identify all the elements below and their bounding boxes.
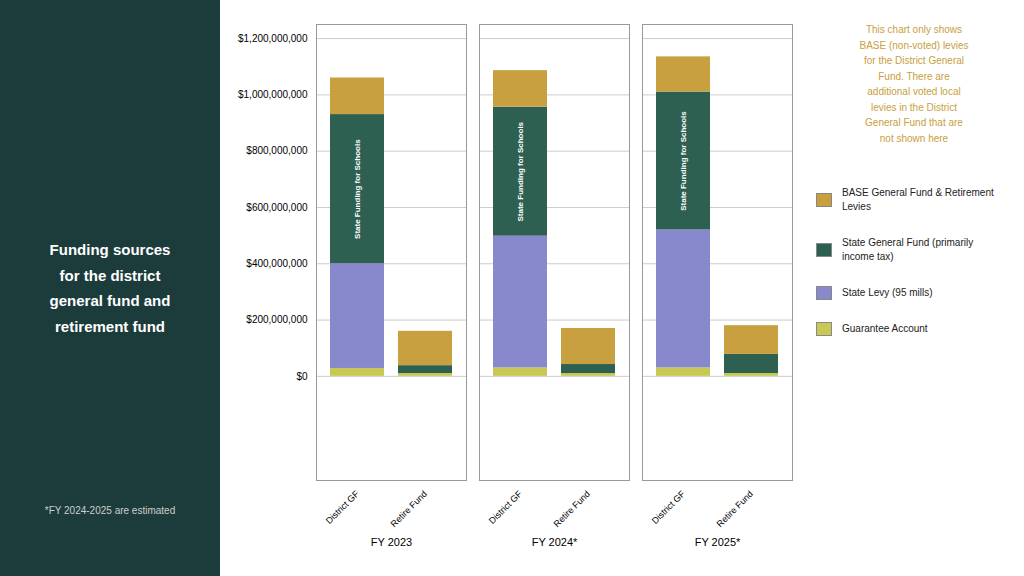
svg-text:$0: $0 [296, 371, 308, 382]
html-text:Funding sources for the distri: Funding sources for the district general… [49, 241, 171, 335]
svg-text:Retire Fund: Retire Fund [715, 489, 755, 529]
svg-text:FY 2025*: FY 2025* [695, 536, 741, 548]
html-text:This chart only shows BASE (no: This chart only shows BASE (non-voted) l… [859, 24, 969, 144]
html-text:State General Fund (primarily: State General Fund (primarily income tax… [842, 237, 974, 262]
svg-text:$400,000,000: $400,000,000 [246, 258, 308, 269]
svg-text:$1,200,000,000: $1,200,000,000 [238, 33, 308, 44]
svg-text:District GF: District GF [487, 488, 524, 525]
svg-text:FY 2023: FY 2023 [371, 536, 412, 548]
svg-text:$600,000,000: $600,000,000 [246, 202, 308, 213]
svg-text:State Funding for Schools: State Funding for Schools [679, 111, 688, 211]
svg-text:District GF: District GF [650, 488, 687, 525]
html-text:State Levy (95 mills): State Levy (95 mills) [842, 287, 933, 298]
html-text:Guarantee Account: Guarantee Account [842, 323, 928, 334]
svg-text:State Funding for Schools: State Funding for Schools [353, 139, 362, 239]
svg-text:State Funding for Schools: State Funding for Schools [516, 121, 525, 221]
html-text:BASE General Fund & Retirement: BASE General Fund & Retirement Levies [842, 187, 994, 212]
svg-text:FY 2024*: FY 2024* [532, 536, 578, 548]
svg-text:Retire Fund: Retire Fund [552, 489, 592, 529]
svg-text:$800,000,000: $800,000,000 [246, 145, 308, 156]
html-text:*FY 2024-2025 are estimated: *FY 2024-2025 are estimated [44, 505, 176, 516]
svg-text:Retire Fund: Retire Fund [389, 489, 429, 529]
svg-text:$200,000,000: $200,000,000 [246, 314, 308, 325]
svg-text:$1,000,000,000: $1,000,000,000 [238, 89, 308, 100]
svg-text:District GF: District GF [324, 488, 361, 525]
